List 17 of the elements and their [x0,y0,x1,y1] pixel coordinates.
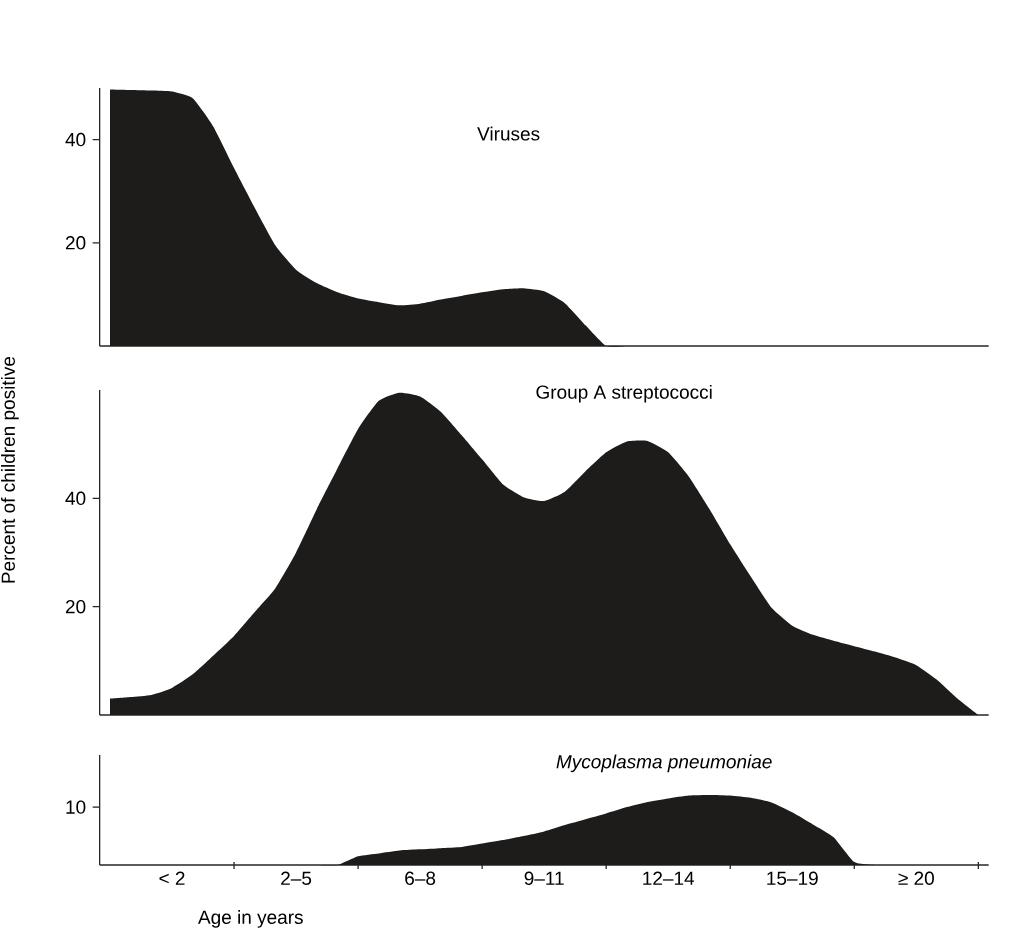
x-tick-label: 9–11 [524,871,564,885]
text: Viruses [477,126,540,141]
y-tick-label: 40 [65,491,86,506]
x-tick-label: 6–8 [405,871,436,885]
y-tick-label: 20 [65,599,86,614]
y-tick-label: 20 [65,236,86,250]
y-tick-label: 40 [65,132,86,147]
y-tick-label: 10 [66,800,86,814]
x-tick-label: 15–19 [767,871,818,885]
x-axis-title: Age in years [198,910,303,928]
chart-title: Group A streptococci [536,384,712,403]
x-tick-label: ≥ 20 [898,871,934,885]
x-tick-label: 12–14 [643,871,695,885]
y-axis-title: Percent of children positive [1,356,19,583]
chart-title: Mycoplasma pneumoniae [556,754,772,773]
x-tick-label: < 2 [159,871,185,885]
x-tick-label: 2–5 [281,871,312,885]
